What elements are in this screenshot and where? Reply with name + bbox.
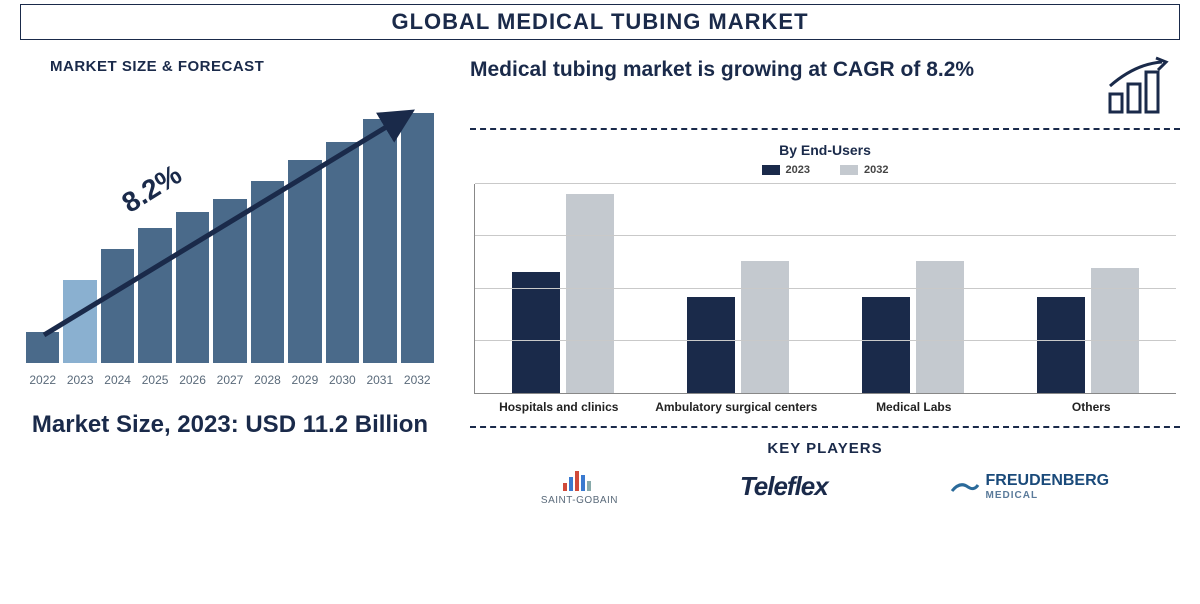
bar-2032 [741,261,789,393]
bar-2032 [566,194,614,393]
bar-group [650,184,825,393]
forecast-bar [326,142,359,363]
category-label: Ambulatory surgical centers [648,400,826,414]
end-users-groups [475,184,1176,393]
logo-teleflex: Teleflex [740,471,828,502]
divider [470,426,1180,428]
legend-label: 2023 [786,164,810,176]
logo-text: SAINT-GOBAIN [541,495,618,506]
logo-text-sub: MEDICAL [986,490,1110,501]
year-label: 2029 [288,373,321,387]
forecast-section-title: MARKET SIZE & FORECAST [50,58,440,75]
key-players-logos: SAINT-GOBAIN Teleflex FREUDENBERG MEDICA… [470,467,1180,506]
forecast-bar [251,181,284,363]
bar-2023 [687,297,735,393]
category-label: Medical Labs [825,400,1003,414]
forecast-bar [176,212,209,363]
forecast-bar [213,199,246,363]
end-users-title: By End-Users [470,142,1180,158]
bar-group [1001,184,1176,393]
year-label: 2027 [213,373,246,387]
bar-2023 [512,272,560,393]
forecast-chart: 8.2% 20222023202420252026202720282029203… [20,93,440,393]
right-panel: Medical tubing market is growing at CAGR… [470,50,1180,506]
bar-2032 [916,261,964,393]
year-label: 2030 [326,373,359,387]
bar-group [475,184,650,393]
forecast-bar [363,119,396,363]
logo-text-main: FREUDENBERG [986,472,1110,489]
logo-freudenberg: FREUDENBERG MEDICAL [950,472,1110,501]
divider [470,128,1180,130]
forecast-bar [101,249,134,363]
logo-saint-gobain: SAINT-GOBAIN [541,467,618,506]
legend-label: 2032 [864,164,888,176]
legend-swatch [840,165,858,175]
category-label: Others [1003,400,1181,414]
freudenberg-icon [950,477,980,497]
bar-2023 [862,297,910,393]
forecast-bar [138,228,171,363]
legend-item: 2032 [840,164,888,176]
year-label: 2031 [363,373,396,387]
headline-text: Medical tubing market is growing at CAGR… [470,56,1080,83]
category-label: Hospitals and clinics [470,400,648,414]
year-label: 2023 [63,373,96,387]
bar-2032 [1091,268,1139,393]
market-size-footer: Market Size, 2023: USD 11.2 Billion [20,411,440,440]
end-users-x-labels: Hospitals and clinicsAmbulatory surgical… [470,400,1180,414]
forecast-bars [20,103,440,363]
end-users-legend: 2023 2032 [470,164,1180,176]
legend-swatch [762,165,780,175]
grid-line [475,340,1176,341]
year-label: 2024 [101,373,134,387]
forecast-bar [288,160,321,363]
year-label: 2032 [401,373,434,387]
year-label: 2025 [138,373,171,387]
forecast-x-labels: 2022 2023 2024 2025 2026 2027 2028 2029 2030 2031… [20,373,440,387]
forecast-bar [26,332,59,363]
year-label: 2022 [26,373,59,387]
bar-group [826,184,1001,393]
forecast-bar [63,280,96,363]
year-label: 2026 [176,373,209,387]
grid-line [475,288,1176,289]
grid-line [475,183,1176,184]
legend-item: 2023 [762,164,810,176]
bar-2023 [1037,297,1085,393]
title-bar: GLOBAL MEDICAL TUBING MARKET [20,4,1180,40]
forecast-panel: MARKET SIZE & FORECAST 8.2% 202220232024… [20,50,440,506]
grid-line [475,235,1176,236]
forecast-bar [401,113,434,363]
end-users-chart [474,184,1176,394]
growth-chart-icon [1100,56,1180,116]
headline-row: Medical tubing market is growing at CAGR… [470,56,1180,116]
main-layout: MARKET SIZE & FORECAST 8.2% 202220232024… [0,50,1200,506]
page-title: GLOBAL MEDICAL TUBING MARKET [21,9,1179,35]
year-label: 2028 [251,373,284,387]
saint-gobain-icon [559,467,599,493]
key-players-title: KEY PLAYERS [470,440,1180,457]
